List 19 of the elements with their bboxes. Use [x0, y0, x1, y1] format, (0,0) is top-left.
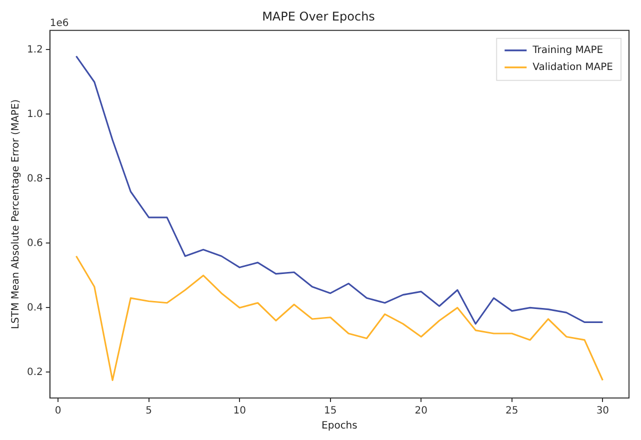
y-tick-label: 1.2 [26, 44, 43, 56]
legend-label: Validation MAPE [532, 62, 614, 73]
y-tick-label: 0.4 [26, 302, 43, 314]
x-tick-label: 30 [596, 406, 610, 417]
x-tick-label: 15 [324, 406, 337, 417]
y-tick-label: 0.8 [26, 173, 43, 184]
text: 1e6 [50, 18, 69, 29]
legend-label: Training MAPE [532, 44, 604, 56]
y-axis-title: LSTM Mean Absolute Percentage Error (MAPE) [10, 99, 22, 330]
x-axis-title: Epochs [322, 420, 358, 432]
y-tick-label: 0.6 [26, 238, 43, 249]
x-tick-label: 20 [414, 406, 428, 417]
x-tick-label: 0 [54, 406, 62, 417]
x-tick-label: 25 [506, 406, 518, 417]
x-tick-label: 5 [146, 406, 152, 417]
x-tick-label: 10 [233, 406, 246, 417]
chart-title: MAPE Over Epochs [262, 9, 375, 24]
y-tick-label: 0.2 [26, 366, 43, 378]
y-tick-label: 1.0 [26, 108, 43, 120]
